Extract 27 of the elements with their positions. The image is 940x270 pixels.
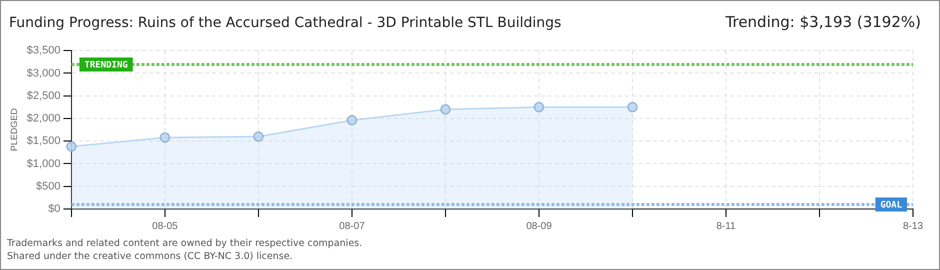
point xyxy=(534,102,544,112)
point xyxy=(346,115,358,126)
y-axis-title: PLEDGED xyxy=(8,108,19,152)
y-tick-label: $1,000 xyxy=(26,158,60,170)
text: Trademarks and related content are owned by their respective companies. xyxy=(7,237,362,250)
y-tick-label: $500 xyxy=(36,180,60,192)
x-tick-label: 8-11 xyxy=(716,220,736,232)
ref-line-label: TRENDING xyxy=(84,60,128,70)
ref-line-label: GOAL xyxy=(880,200,903,210)
x-tick-label: 08-05 xyxy=(152,220,178,232)
y-tick-label: $2,000 xyxy=(26,112,60,125)
point xyxy=(66,141,77,152)
chart-title: Funding Progress: Ruins of the Accursed Cathedral - 3D Printable STL Buildings xyxy=(9,15,562,31)
y-tick-label: $2,500 xyxy=(26,90,60,102)
y-tick-label: $3,500 xyxy=(26,44,60,57)
point xyxy=(627,102,638,112)
text: Shared under the creative commons (CC BY-NC 3.0) license. xyxy=(7,250,294,263)
x-tick-label: 08-07 xyxy=(339,220,366,232)
point xyxy=(160,132,170,143)
point xyxy=(440,104,451,115)
x-tick-label: 08-09 xyxy=(526,220,552,232)
y-tick-label: $3,000 xyxy=(26,67,60,80)
point xyxy=(253,131,264,142)
x-tick-label: 8-13 xyxy=(902,220,924,232)
y-tick-label: $1,500 xyxy=(26,135,60,148)
chart-subtitle: Trending: $3,193 (3192%) xyxy=(726,13,921,31)
y-tick-label: $0 xyxy=(48,203,60,216)
